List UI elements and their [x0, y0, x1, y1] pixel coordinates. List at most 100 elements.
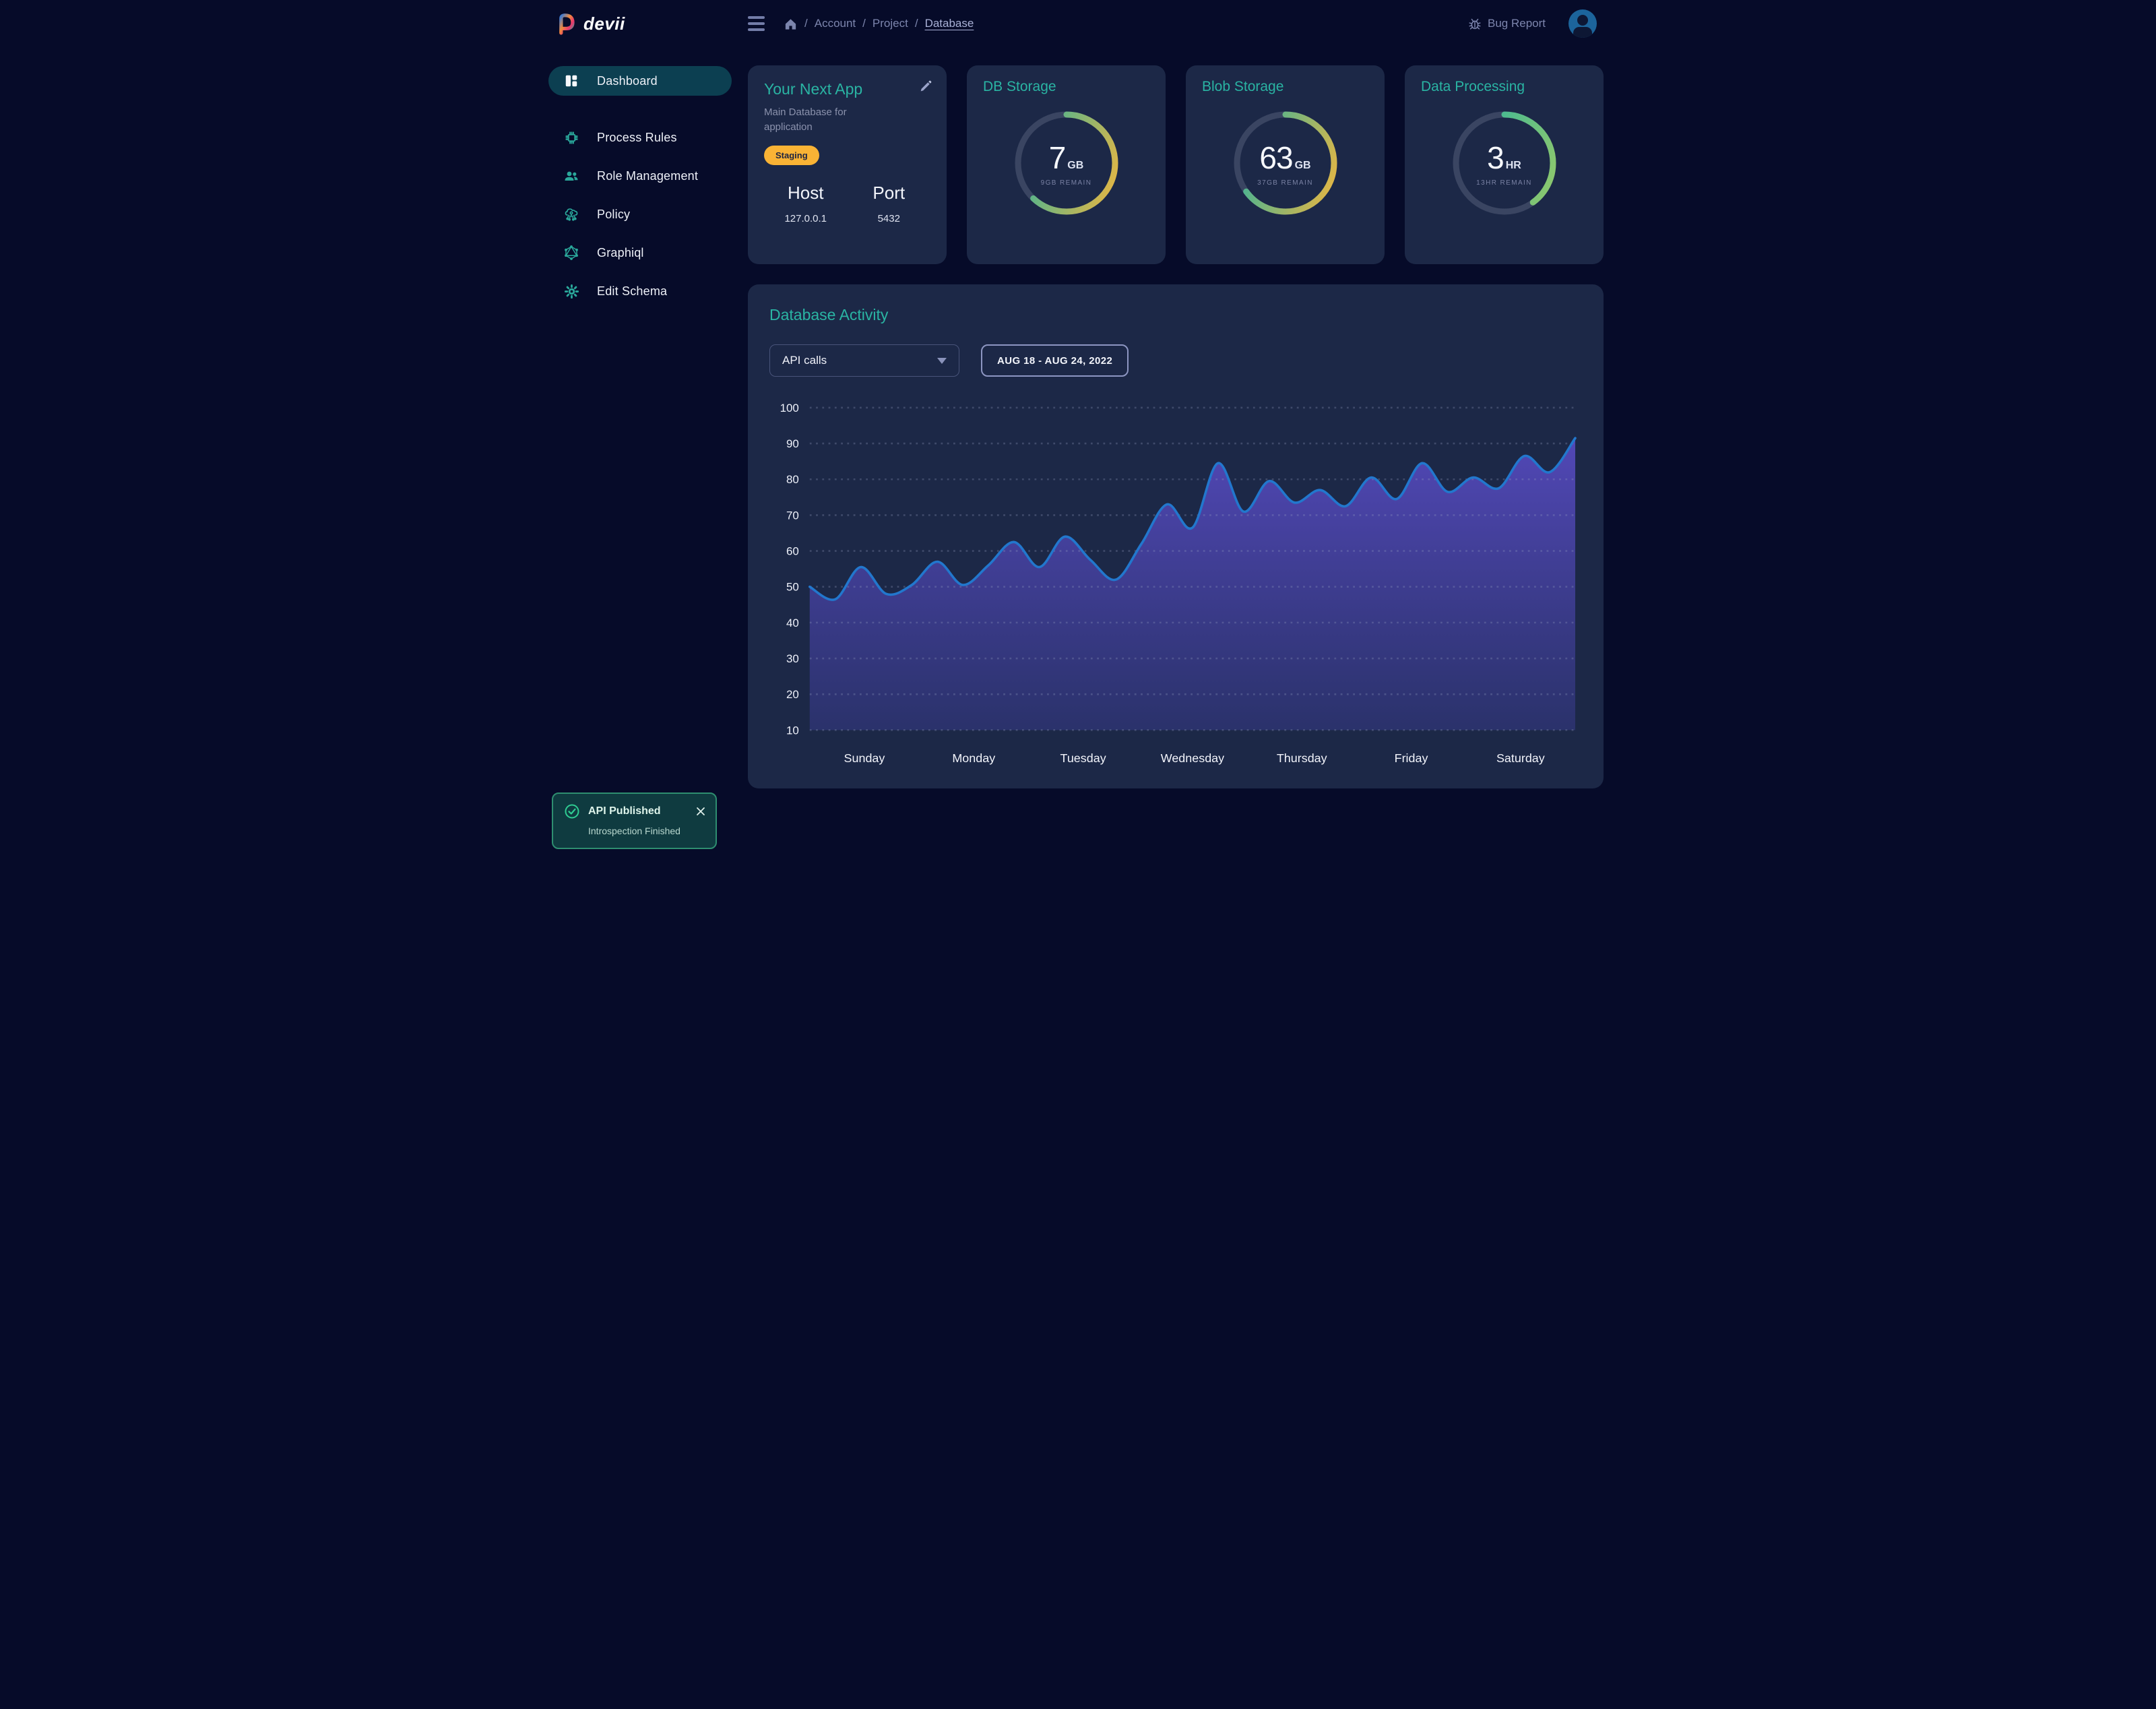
- sidebar-item-process-rules[interactable]: Process Rules: [548, 123, 732, 152]
- breadcrumb-project[interactable]: Project: [873, 17, 908, 30]
- metric-select-value: API calls: [782, 354, 937, 367]
- logo-text: devii: [583, 13, 625, 34]
- x-axis-label: Sunday: [844, 751, 885, 765]
- toast-subtitle: Introspection Finished: [588, 826, 706, 836]
- edit-app-button[interactable]: [918, 79, 933, 97]
- sidebar-item-policy[interactable]: Policy: [548, 199, 732, 229]
- success-check-icon: [564, 803, 580, 819]
- chart-area: 100 90 80 70 60 50 40 30 20 10 Sunday Monday Tuesday…: [769, 396, 1582, 772]
- data-processing-card: Data Processing 3: [1405, 65, 1604, 264]
- sidebar-item-label: Edit Schema: [597, 284, 667, 299]
- db-storage-card: DB Storage 7 GB: [967, 65, 1166, 264]
- chevron-down-icon: [937, 358, 947, 364]
- bug-report-label: Bug Report: [1488, 17, 1546, 30]
- gauge-unit: HR: [1506, 160, 1521, 172]
- database-activity-card: Database Activity API calls AUG 18 - AUG…: [748, 284, 1604, 788]
- pencil-icon: [918, 79, 933, 94]
- activity-area-chart: 100 90 80 70 60 50 40 30 20 10 Sunday Monday Tuesday…: [769, 396, 1582, 772]
- avatar-person-icon: [1577, 15, 1588, 26]
- home-icon[interactable]: [784, 17, 798, 31]
- sidebar-item-edit-schema[interactable]: Edit Schema: [548, 276, 732, 306]
- gear-icon: [563, 283, 579, 299]
- sidebar-item-label: Dashboard: [597, 74, 658, 88]
- chart-controls: API calls AUG 18 - AUG 24, 2022: [769, 344, 1582, 377]
- y-tick-label: 10: [786, 724, 799, 737]
- toast-title: API Published: [588, 805, 695, 817]
- gauge-title: Blob Storage: [1202, 79, 1283, 95]
- people-icon: [563, 168, 579, 184]
- gauge-remaining: 37GB REMAIN: [1257, 179, 1313, 187]
- y-tick-label: 70: [786, 509, 799, 522]
- app-subtitle: Main Database for application: [764, 105, 872, 135]
- blob-storage-gauge: 63 GB 37GB REMAIN: [1228, 106, 1343, 220]
- sidebar-item-label: Role Management: [597, 169, 698, 183]
- devii-logo-icon: [555, 11, 578, 36]
- menu-toggle-icon[interactable]: [748, 16, 765, 31]
- y-tick-label: 30: [786, 652, 799, 665]
- x-axis-label: Friday: [1395, 751, 1428, 765]
- app-title: Your Next App: [764, 80, 930, 98]
- x-axis-label: Tuesday: [1060, 751, 1106, 765]
- gauge-title: DB Storage: [983, 79, 1056, 95]
- breadcrumb-separator: /: [804, 17, 808, 30]
- bug-report-button[interactable]: Bug Report: [1467, 16, 1546, 31]
- breadcrumb-separator: /: [862, 17, 866, 30]
- y-tick-label: 20: [786, 688, 799, 701]
- gauge-unit: GB: [1067, 160, 1083, 172]
- x-axis-label: Saturday: [1496, 751, 1545, 765]
- main-content: Your Next App Main Database for applicat…: [748, 47, 1604, 788]
- host-port-block: Host Port 127.0.0.1 5432: [764, 183, 930, 224]
- gauge-value: 3: [1487, 139, 1504, 176]
- host-value: 127.0.0.1: [764, 213, 848, 224]
- port-label: Port: [848, 183, 931, 204]
- gauge-remaining: 9GB REMAIN: [1041, 179, 1092, 187]
- devii-dashboard: devii / Account / Project / Database: [539, 0, 1617, 854]
- gauge-value: 7: [1049, 139, 1066, 176]
- sidebar-item-label: Graphiql: [597, 246, 644, 260]
- blob-storage-card: Blob Storage 63 GB: [1186, 65, 1385, 264]
- gauge-value: 63: [1259, 139, 1292, 176]
- sidebar: Dashboard Process Rules: [539, 47, 741, 854]
- sidebar-item-role-management[interactable]: Role Management: [548, 161, 732, 191]
- gauge-remaining: 13HR REMAIN: [1476, 179, 1532, 187]
- host-label: Host: [764, 183, 848, 204]
- breadcrumb: / Account / Project / Database: [784, 17, 974, 31]
- breadcrumb-database[interactable]: Database: [925, 17, 974, 30]
- gauge-title: Data Processing: [1421, 79, 1525, 95]
- gauge-unit: GB: [1295, 160, 1311, 172]
- area-fill: [810, 438, 1575, 730]
- environment-badge: Staging: [764, 146, 819, 165]
- sidebar-item-graphiql[interactable]: Graphiql: [548, 238, 732, 268]
- y-tick-label: 50: [786, 581, 799, 594]
- y-tick-label: 90: [786, 437, 799, 450]
- bug-icon: [1467, 16, 1482, 31]
- chart-title: Database Activity: [769, 306, 1582, 324]
- y-tick-label: 40: [786, 617, 799, 629]
- app-info-card: Your Next App Main Database for applicat…: [748, 65, 947, 264]
- data-processing-gauge: 3 HR 13HR REMAIN: [1447, 106, 1562, 220]
- graphql-icon: [563, 245, 579, 261]
- date-range-button[interactable]: AUG 18 - AUG 24, 2022: [981, 344, 1129, 377]
- dashboard-icon: [563, 73, 579, 89]
- breadcrumb-separator: /: [915, 17, 918, 30]
- chip-icon: [563, 129, 579, 146]
- x-axis-label: Monday: [952, 751, 995, 765]
- x-axis-label: Wednesday: [1161, 751, 1224, 765]
- y-tick-label: 60: [786, 545, 799, 558]
- metric-select[interactable]: API calls: [769, 344, 959, 377]
- sidebar-item-label: Process Rules: [597, 131, 677, 145]
- devii-logo: devii: [539, 11, 741, 36]
- topbar: devii / Account / Project / Database: [539, 0, 1617, 47]
- db-storage-gauge: 7 GB 9GB REMAIN: [1009, 106, 1124, 220]
- port-value: 5432: [848, 213, 931, 224]
- sidebar-item-label: Policy: [597, 208, 630, 222]
- user-avatar[interactable]: [1568, 9, 1597, 38]
- summary-cards-row: Your Next App Main Database for applicat…: [748, 65, 1604, 264]
- api-published-toast: API Published Introspection Finished: [552, 793, 717, 849]
- close-icon[interactable]: [695, 806, 706, 817]
- sidebar-item-dashboard[interactable]: Dashboard: [548, 66, 732, 96]
- y-tick-label: 80: [786, 473, 799, 486]
- breadcrumb-account[interactable]: Account: [815, 17, 856, 30]
- policy-cloud-icon: [563, 206, 579, 222]
- y-tick-label: 100: [780, 402, 799, 414]
